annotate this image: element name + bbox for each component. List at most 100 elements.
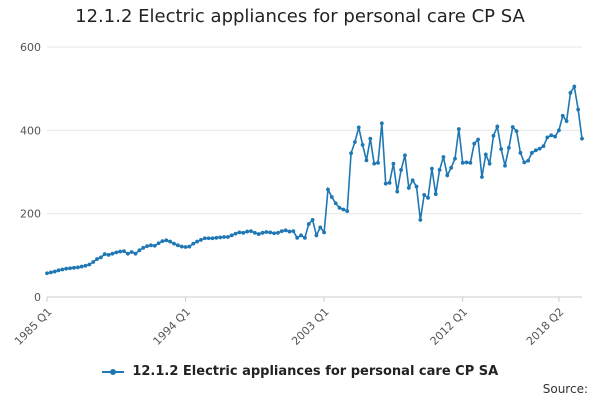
x-tick-label: 2018 Q2 bbox=[524, 305, 567, 348]
y-tick-label: 200 bbox=[20, 208, 41, 221]
data-point bbox=[291, 229, 296, 234]
data-point bbox=[222, 235, 226, 239]
data-point bbox=[437, 168, 442, 172]
data-point bbox=[191, 241, 196, 246]
data-point bbox=[179, 244, 184, 249]
data-point bbox=[279, 229, 284, 234]
data-point bbox=[276, 230, 280, 235]
data-point bbox=[518, 150, 523, 155]
legend-label: 12.1.2 Electric appliances for personal … bbox=[132, 364, 499, 379]
data-point bbox=[241, 230, 246, 235]
data-point bbox=[560, 113, 565, 118]
data-point bbox=[360, 143, 365, 147]
data-point bbox=[272, 231, 276, 236]
data-point bbox=[210, 236, 215, 241]
data-point bbox=[453, 156, 457, 161]
data-point bbox=[533, 148, 538, 153]
data-point bbox=[391, 161, 396, 166]
data-point bbox=[368, 136, 373, 141]
data-point bbox=[549, 133, 554, 138]
source-label: Source: bbox=[542, 382, 588, 396]
data-point bbox=[133, 251, 138, 256]
data-point bbox=[422, 193, 427, 197]
data-point bbox=[364, 158, 369, 163]
data-point bbox=[156, 241, 161, 246]
data-point bbox=[268, 230, 273, 235]
data-point bbox=[264, 230, 269, 234]
data-point bbox=[487, 161, 492, 166]
data-point bbox=[399, 168, 403, 172]
data-point bbox=[122, 249, 126, 254]
data-point bbox=[149, 243, 153, 248]
data-point bbox=[456, 127, 461, 131]
data-point bbox=[414, 184, 419, 189]
data-point bbox=[426, 195, 430, 200]
data-point bbox=[564, 119, 569, 124]
data-point bbox=[387, 180, 392, 185]
data-point bbox=[72, 265, 76, 270]
data-point bbox=[499, 147, 504, 151]
data-point bbox=[56, 268, 61, 273]
data-point bbox=[202, 236, 207, 241]
data-point bbox=[449, 165, 454, 170]
data-point bbox=[199, 238, 203, 242]
data-point bbox=[476, 137, 480, 142]
data-point bbox=[302, 235, 307, 240]
data-point bbox=[245, 229, 250, 234]
data-point bbox=[237, 230, 242, 235]
data-point bbox=[353, 140, 357, 144]
data-point bbox=[102, 252, 107, 256]
data-point bbox=[287, 229, 292, 234]
data-point bbox=[129, 250, 134, 254]
data-point bbox=[345, 209, 350, 214]
data-point bbox=[379, 121, 384, 126]
data-point bbox=[322, 230, 327, 235]
data-point bbox=[572, 84, 577, 89]
data-point bbox=[152, 243, 157, 248]
data-point bbox=[95, 257, 99, 261]
data-point bbox=[175, 243, 180, 248]
data-point bbox=[468, 160, 473, 165]
data-point bbox=[45, 271, 49, 276]
legend: 12.1.2 Electric appliances for personal … bbox=[0, 364, 600, 379]
data-point bbox=[114, 250, 119, 255]
data-point bbox=[252, 230, 257, 235]
data-point bbox=[510, 125, 515, 129]
data-point bbox=[557, 128, 561, 133]
data-point bbox=[110, 251, 115, 256]
data-point bbox=[118, 249, 123, 254]
data-point bbox=[472, 141, 477, 146]
data-point bbox=[183, 245, 188, 249]
data-point bbox=[526, 158, 531, 163]
chart-title: 12.1.2 Electric appliances for personal … bbox=[75, 6, 525, 27]
data-point bbox=[214, 235, 219, 240]
data-point bbox=[310, 218, 315, 222]
data-point bbox=[164, 238, 169, 243]
data-point bbox=[299, 233, 303, 238]
data-point bbox=[433, 192, 438, 196]
data-point bbox=[429, 166, 434, 171]
data-point bbox=[137, 248, 142, 253]
data-point bbox=[172, 241, 176, 246]
data-point bbox=[333, 201, 338, 206]
data-point bbox=[522, 160, 527, 165]
data-point bbox=[233, 231, 238, 236]
y-tick-label: 600 bbox=[20, 41, 41, 54]
legend-swatch bbox=[101, 367, 124, 377]
data-point bbox=[75, 265, 80, 270]
data-point bbox=[406, 185, 411, 190]
data-point bbox=[87, 262, 92, 267]
data-point bbox=[68, 266, 72, 271]
data-point bbox=[249, 229, 253, 234]
data-point bbox=[91, 260, 96, 264]
data-point bbox=[187, 244, 192, 249]
data-point bbox=[341, 207, 346, 212]
data-point bbox=[168, 239, 173, 244]
data-point bbox=[48, 270, 53, 275]
data-point bbox=[141, 245, 146, 250]
data-point bbox=[60, 267, 65, 272]
data-point bbox=[195, 239, 200, 244]
data-point bbox=[64, 266, 69, 271]
data-point bbox=[545, 135, 550, 140]
